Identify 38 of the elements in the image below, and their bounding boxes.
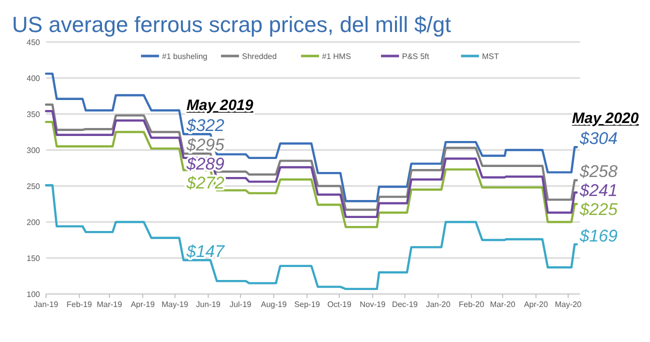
legend-label: #1 HMS bbox=[322, 52, 351, 61]
x-tick-label: Apr-20 bbox=[524, 300, 548, 309]
annotation: $304 bbox=[578, 129, 618, 148]
y-tick-label: 400 bbox=[26, 74, 41, 83]
x-tick-label: May-20 bbox=[554, 300, 582, 309]
x-tick-label: Feb-19 bbox=[66, 300, 93, 309]
x-tick-label: May-19 bbox=[162, 300, 189, 309]
y-tick-label: 450 bbox=[26, 38, 41, 47]
legend-label: MST bbox=[482, 52, 499, 61]
x-tick-label: Nov-19 bbox=[360, 300, 386, 309]
annotation: $322 bbox=[186, 116, 225, 136]
x-tick-label: Mar-19 bbox=[96, 300, 123, 309]
y-tick-label: 350 bbox=[26, 110, 41, 119]
x-tick-label: Aug-19 bbox=[260, 300, 288, 309]
x-tick-label: Apr-19 bbox=[130, 300, 156, 309]
x-tick-label: Jun-19 bbox=[196, 300, 222, 309]
y-tick-label: 150 bbox=[26, 254, 41, 263]
x-tick-label: Sep-19 bbox=[294, 300, 321, 309]
y-tick-label: 250 bbox=[26, 182, 41, 191]
annotation: $169 bbox=[578, 226, 618, 246]
x-tick-label: Jan-19 bbox=[34, 300, 59, 309]
legend-label: #1 busheling bbox=[162, 52, 208, 61]
x-tick-label: Jan-20 bbox=[426, 300, 451, 309]
annotation: $241 bbox=[578, 181, 618, 200]
x-tick-label: Dec-19 bbox=[392, 300, 418, 309]
legend-label: Shredded bbox=[242, 52, 277, 61]
y-tick-label: 100 bbox=[26, 290, 41, 299]
chart-title: US average ferrous scrap prices, del mill $/gt bbox=[12, 12, 451, 37]
x-tick-label: Jul-19 bbox=[230, 300, 252, 309]
x-tick-label: Oct-19 bbox=[327, 300, 352, 309]
annotation: $258 bbox=[578, 162, 618, 182]
legend-label: P&S 5ft bbox=[402, 52, 430, 61]
annotation: $225 bbox=[578, 200, 618, 220]
x-tick-label: Feb-20 bbox=[458, 300, 485, 309]
annotation: $147 bbox=[186, 242, 225, 262]
x-tick-label: Mar-20 bbox=[490, 300, 516, 309]
y-tick-label: 300 bbox=[26, 146, 41, 155]
y-tick-label: 200 bbox=[26, 218, 41, 227]
